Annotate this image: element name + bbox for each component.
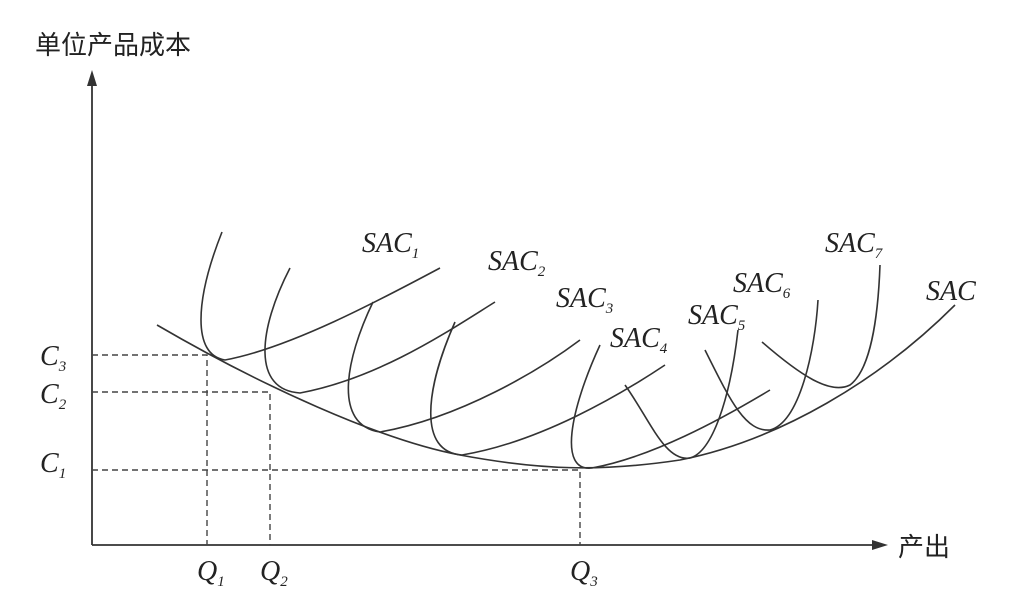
c3-guide bbox=[92, 354, 208, 545]
x-axis-label: 产出 bbox=[898, 533, 950, 563]
output-label: Q3 bbox=[570, 556, 598, 590]
curve-label: SAC5 bbox=[688, 300, 746, 334]
axes bbox=[87, 70, 888, 550]
c1-guide bbox=[92, 469, 581, 545]
sac-curve bbox=[347, 301, 581, 433]
c2-guide bbox=[92, 391, 271, 545]
curve-labels: SAC1 SAC2 SAC3 SAC4 SAC5 SAC6 SAC7 SAC bbox=[362, 228, 976, 357]
sac-curve bbox=[200, 231, 441, 361]
dashed-guides bbox=[92, 354, 581, 545]
curve-label: SAC bbox=[926, 276, 976, 307]
curve-label: SAC6 bbox=[733, 268, 791, 302]
curve-label: SAC2 bbox=[488, 246, 546, 280]
cost-labels: C3 C2 C1 bbox=[40, 341, 67, 482]
sac-curve bbox=[624, 329, 739, 459]
y-axis-label: 单位产品成本 bbox=[35, 31, 191, 61]
curve-label: SAC4 bbox=[610, 323, 668, 357]
curve-label: SAC1 bbox=[362, 228, 419, 262]
curve-label: SAC3 bbox=[556, 283, 613, 317]
output-labels: Q1 Q2 Q3 bbox=[197, 556, 598, 590]
output-label: Q2 bbox=[260, 556, 288, 590]
cost-label: C3 bbox=[40, 341, 66, 375]
curve-label: SAC7 bbox=[825, 228, 884, 262]
curves bbox=[156, 231, 956, 469]
sac-curve bbox=[704, 299, 819, 431]
sac-curve bbox=[264, 267, 496, 394]
sac-curve bbox=[570, 344, 771, 469]
cost-label: C2 bbox=[40, 379, 67, 413]
cost-label: C1 bbox=[40, 448, 66, 482]
lrac-curve bbox=[156, 304, 956, 469]
sac-curve bbox=[429, 321, 666, 456]
sac-curve bbox=[761, 264, 881, 389]
x-arrow bbox=[872, 540, 888, 550]
output-label: Q1 bbox=[197, 556, 225, 590]
y-arrow bbox=[87, 70, 97, 86]
